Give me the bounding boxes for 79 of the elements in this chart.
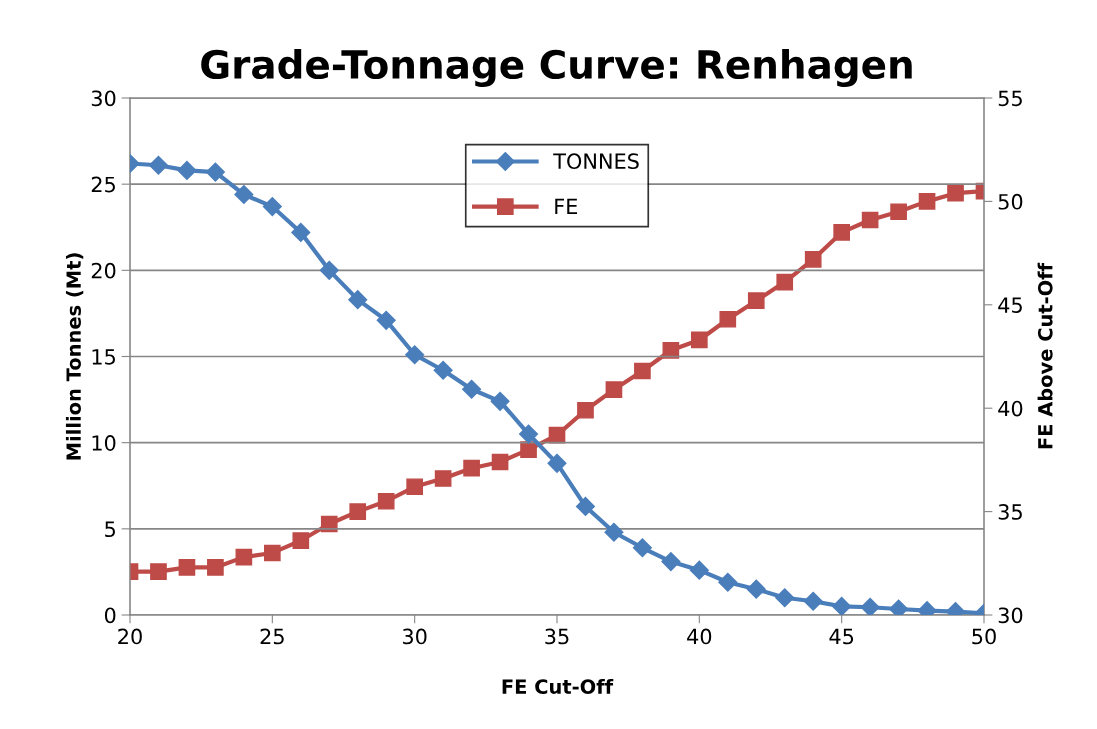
x-tick-label: 30 <box>403 628 427 645</box>
point <box>377 492 395 510</box>
point <box>235 548 253 566</box>
point <box>518 424 539 444</box>
x-axis-title: FE Cut-Off <box>502 678 614 694</box>
point <box>661 552 681 572</box>
point <box>291 222 311 242</box>
point <box>860 597 880 615</box>
legend-label: FE <box>555 198 578 214</box>
point <box>292 532 310 549</box>
point <box>177 160 197 180</box>
point <box>575 496 596 516</box>
point <box>234 184 254 205</box>
y2-tick-label: 35 <box>998 504 1022 520</box>
y-tick-label: 30 <box>91 90 116 107</box>
point <box>150 563 167 580</box>
x-tick-label: 50 <box>972 628 996 645</box>
point <box>719 310 737 328</box>
point <box>348 290 368 310</box>
point <box>205 162 225 182</box>
point <box>262 197 282 217</box>
x-tick-label: 20 <box>118 628 142 645</box>
y2-tick-label: 55 <box>998 90 1022 107</box>
point <box>690 331 708 349</box>
y-axis-title: Million Tonnes (Mt) <box>65 253 84 460</box>
x-tick-label: 40 <box>687 628 712 645</box>
point <box>803 591 823 611</box>
y2-tick-label: 30 <box>998 607 1023 624</box>
point <box>804 250 822 268</box>
point <box>775 588 795 608</box>
point <box>263 544 281 562</box>
point <box>632 538 652 558</box>
legend-label: TONNES <box>553 153 639 170</box>
point <box>405 345 425 365</box>
point <box>832 596 852 615</box>
point <box>746 579 766 599</box>
point <box>918 193 936 210</box>
point <box>577 401 594 419</box>
point <box>861 211 879 229</box>
y-tick-label: 15 <box>92 349 115 365</box>
point <box>207 559 224 576</box>
x-tick-label: 35 <box>545 628 569 645</box>
point <box>634 362 651 380</box>
point <box>718 572 738 592</box>
point <box>747 292 765 309</box>
chart-title: Grade-Tonnage Curve: Renhagen <box>201 49 912 87</box>
x-tick-label: 45 <box>829 628 854 645</box>
point <box>490 391 510 411</box>
point <box>148 155 169 175</box>
point <box>890 203 907 221</box>
point <box>833 224 851 241</box>
point <box>547 453 567 473</box>
y2-tick-label: 45 <box>998 297 1022 314</box>
y-tick-label: 20 <box>91 262 116 279</box>
point <box>947 184 964 202</box>
y2-axis-title: FE Above Cut-Off <box>1037 262 1053 449</box>
point <box>662 341 680 359</box>
point <box>604 522 624 542</box>
point <box>349 503 367 520</box>
point <box>433 360 453 380</box>
point <box>463 459 480 477</box>
point <box>319 260 339 280</box>
y2-tick-label: 40 <box>998 400 1023 417</box>
point <box>462 379 482 399</box>
point <box>605 381 623 398</box>
y-tick-label: 10 <box>92 435 116 451</box>
point <box>491 453 509 471</box>
point <box>376 310 396 330</box>
point <box>434 470 452 487</box>
y-tick-label: 5 <box>105 521 115 538</box>
y2-tick-label: 50 <box>998 193 1023 210</box>
y-tick-label: 25 <box>91 176 115 193</box>
point <box>406 478 424 496</box>
point <box>776 273 794 291</box>
x-tick-label: 25 <box>260 628 284 645</box>
point <box>689 560 709 580</box>
point <box>889 599 909 615</box>
y-tick-label: 0 <box>104 607 116 624</box>
point <box>178 559 196 576</box>
